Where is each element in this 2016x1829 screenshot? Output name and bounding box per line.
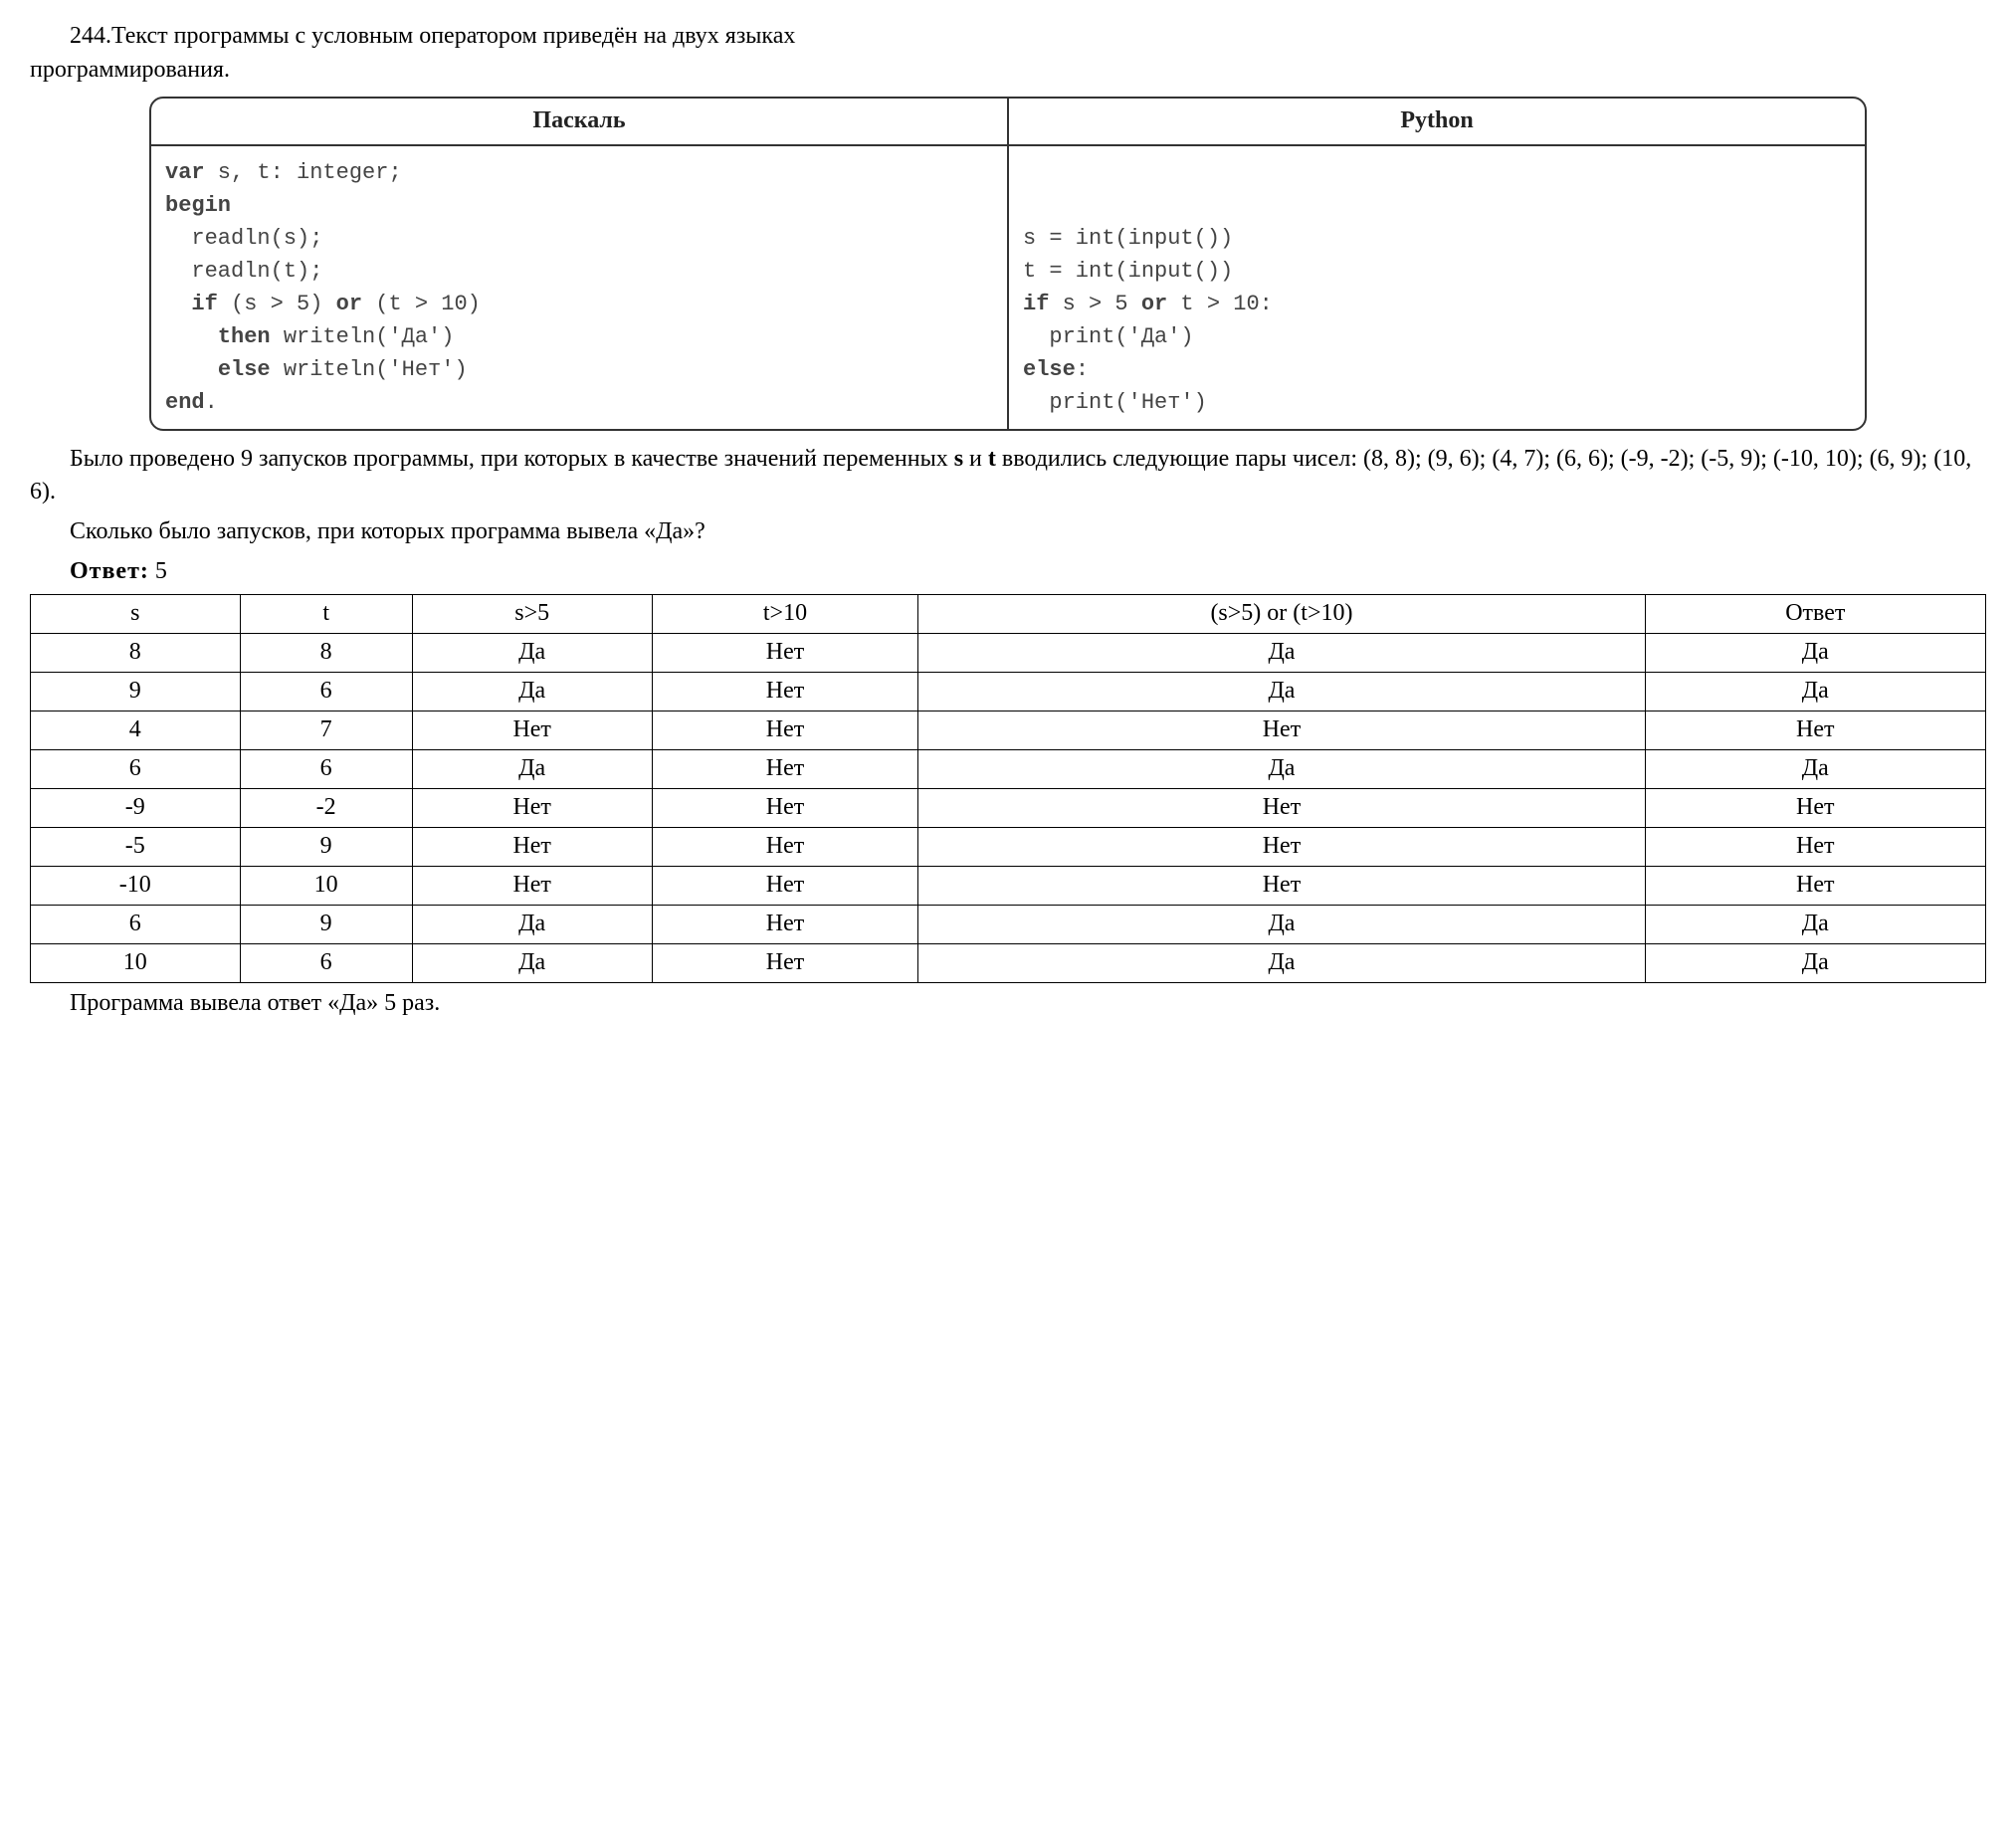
code-header-pascal: Паскаль <box>151 99 1009 144</box>
col-t10: t>10 <box>652 595 918 634</box>
table-cell: 6 <box>31 906 241 944</box>
table-cell: Нет <box>412 789 652 828</box>
table-cell: 10 <box>240 867 412 906</box>
code-comparison-box: Паскаль Python var s, t: integer; begin … <box>149 97 1867 431</box>
col-answer: Ответ <box>1645 595 1985 634</box>
table-cell: 6 <box>240 750 412 789</box>
table-row: 88ДаНетДаДа <box>31 634 1986 673</box>
intro-text-b: программирования. <box>30 57 230 83</box>
table-cell: 6 <box>31 750 241 789</box>
table-cell: Да <box>918 673 1645 711</box>
desc-mid: и <box>963 446 988 472</box>
table-cell: Нет <box>1645 711 1985 750</box>
col-or: (s>5) or (t>10) <box>918 595 1645 634</box>
table-row: 106ДаНетДаДа <box>31 944 1986 983</box>
table-row: -59НетНетНетНет <box>31 828 1986 867</box>
table-cell: Да <box>918 750 1645 789</box>
table-cell: -2 <box>240 789 412 828</box>
var-t: t <box>988 446 996 472</box>
col-s5: s>5 <box>412 595 652 634</box>
table-cell: Да <box>412 944 652 983</box>
intro-paragraph: 244.Текст программы с условным операторо… <box>30 20 1986 87</box>
table-cell: Да <box>412 906 652 944</box>
table-cell: 10 <box>31 944 241 983</box>
table-cell: 8 <box>31 634 241 673</box>
question-paragraph: Сколько было запусков, при которых прогр… <box>30 515 1986 549</box>
table-cell: Да <box>918 944 1645 983</box>
table-cell: Нет <box>652 750 918 789</box>
answer-value: 5 <box>155 558 167 584</box>
table-cell: Нет <box>652 789 918 828</box>
table-cell: Нет <box>1645 828 1985 867</box>
table-row: -1010НетНетНетНет <box>31 867 1986 906</box>
table-cell: Да <box>412 673 652 711</box>
table-row: 66ДаНетДаДа <box>31 750 1986 789</box>
code-header-row: Паскаль Python <box>151 99 1865 146</box>
answer-line: Ответ: 5 <box>30 555 1986 589</box>
intro-text-a: Текст программы с условным оператором пр… <box>111 23 795 49</box>
table-cell: Нет <box>1645 867 1985 906</box>
col-s: s <box>31 595 241 634</box>
table-row: 69ДаНетДаДа <box>31 906 1986 944</box>
table-cell: Да <box>1645 634 1985 673</box>
table-cell: Да <box>1645 944 1985 983</box>
table-cell: Нет <box>652 828 918 867</box>
table-row: 47НетНетНетНет <box>31 711 1986 750</box>
answer-label: Ответ: <box>70 558 149 584</box>
table-cell: Да <box>412 750 652 789</box>
table-cell: Нет <box>918 867 1645 906</box>
table-row: 96ДаНетДаДа <box>31 673 1986 711</box>
table-cell: Да <box>412 634 652 673</box>
table-cell: Да <box>1645 750 1985 789</box>
table-cell: Нет <box>918 828 1645 867</box>
description-paragraph: Было проведено 9 запусков программы, при… <box>30 443 1986 509</box>
table-cell: Нет <box>918 711 1645 750</box>
table-cell: 9 <box>31 673 241 711</box>
table-cell: Нет <box>652 867 918 906</box>
col-t: t <box>240 595 412 634</box>
code-body-row: var s, t: integer; begin readln(s); read… <box>151 146 1865 429</box>
pascal-code: var s, t: integer; begin readln(s); read… <box>151 146 1009 429</box>
table-cell: Нет <box>1645 789 1985 828</box>
table-cell: 8 <box>240 634 412 673</box>
table-cell: -10 <box>31 867 241 906</box>
table-cell: 4 <box>31 711 241 750</box>
table-cell: 9 <box>240 828 412 867</box>
table-cell: 9 <box>240 906 412 944</box>
table-cell: Нет <box>652 906 918 944</box>
table-body: 88ДаНетДаДа96ДаНетДаДа47НетНетНетНет66Да… <box>31 634 1986 983</box>
table-cell: -9 <box>31 789 241 828</box>
result-table: s t s>5 t>10 (s>5) or (t>10) Ответ 88ДаН… <box>30 594 1986 983</box>
table-cell: Нет <box>918 789 1645 828</box>
table-header-row: s t s>5 t>10 (s>5) or (t>10) Ответ <box>31 595 1986 634</box>
table-cell: 6 <box>240 944 412 983</box>
table-cell: Нет <box>652 711 918 750</box>
code-header-python: Python <box>1009 99 1865 144</box>
table-cell: Нет <box>412 867 652 906</box>
task-number: 244. <box>70 23 111 49</box>
table-cell: -5 <box>31 828 241 867</box>
table-cell: Нет <box>412 711 652 750</box>
python-code: s = int(input()) t = int(input()) if s >… <box>1009 146 1865 429</box>
desc-p1: Было проведено 9 запусков программы, при… <box>70 446 954 472</box>
table-cell: Нет <box>652 944 918 983</box>
table-cell: 7 <box>240 711 412 750</box>
table-cell: Нет <box>652 634 918 673</box>
table-head: s t s>5 t>10 (s>5) or (t>10) Ответ <box>31 595 1986 634</box>
var-s: s <box>954 446 963 472</box>
conclusion-text: Программа вывела ответ «Да» 5 раз. <box>30 987 1986 1021</box>
table-cell: Нет <box>652 673 918 711</box>
table-row: -9-2НетНетНетНет <box>31 789 1986 828</box>
table-cell: Да <box>1645 673 1985 711</box>
table-cell: Нет <box>412 828 652 867</box>
table-cell: 6 <box>240 673 412 711</box>
table-cell: Да <box>1645 906 1985 944</box>
table-cell: Да <box>918 906 1645 944</box>
table-cell: Да <box>918 634 1645 673</box>
